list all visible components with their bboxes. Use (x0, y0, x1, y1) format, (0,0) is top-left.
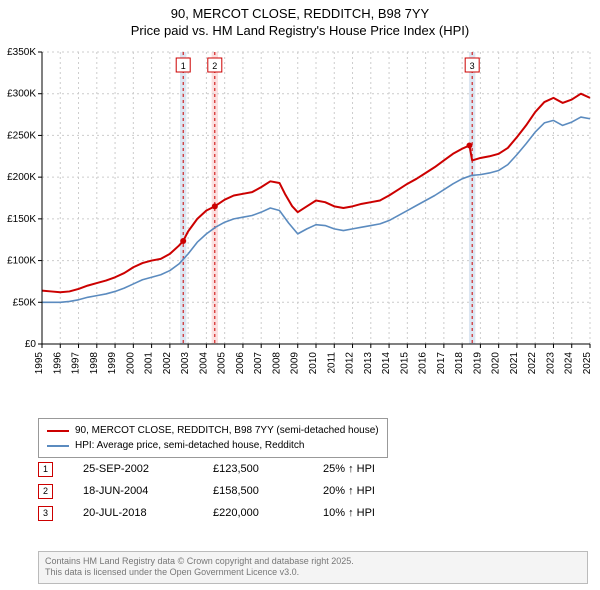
svg-text:£150K: £150K (7, 214, 36, 225)
svg-text:2014: 2014 (381, 352, 392, 375)
svg-text:2010: 2010 (308, 352, 319, 375)
event-marker-icon: 2 (38, 484, 53, 499)
svg-text:£200K: £200K (7, 172, 36, 183)
event-delta: 25% ↑ HPI (323, 463, 443, 475)
svg-text:£250K: £250K (7, 130, 36, 141)
event-date: 20-JUL-2018 (83, 507, 213, 519)
svg-text:2003: 2003 (180, 352, 191, 375)
title-subtitle: Price paid vs. HM Land Registry's House … (0, 23, 600, 40)
event-row: 1 25-SEP-2002 £123,500 25% ↑ HPI (38, 458, 443, 480)
event-price: £123,500 (213, 463, 323, 475)
sale-events: 1 25-SEP-2002 £123,500 25% ↑ HPI 2 18-JU… (38, 458, 443, 524)
svg-text:£350K: £350K (7, 47, 36, 58)
svg-text:£100K: £100K (7, 256, 36, 267)
legend-item: 90, MERCOT CLOSE, REDDITCH, B98 7YY (sem… (47, 423, 379, 438)
svg-text:2021: 2021 (509, 352, 520, 375)
legend-swatch (47, 445, 69, 447)
price-chart: £0 £50K £100K £150K £200K £250K £300K £350K 1995… (0, 44, 600, 414)
svg-text:1: 1 (181, 61, 186, 71)
legend-label: HPI: Average price, semi-detached house,… (75, 438, 304, 453)
event-price: £220,000 (213, 507, 323, 519)
event-price: £158,500 (213, 485, 323, 497)
event-marker-icon: 3 (38, 506, 53, 521)
event-delta: 20% ↑ HPI (323, 485, 443, 497)
svg-text:1997: 1997 (71, 352, 82, 375)
chart-svg: £0 £50K £100K £150K £200K £250K £300K £350K 1995… (0, 44, 600, 414)
svg-text:1996: 1996 (52, 352, 63, 375)
svg-text:2013: 2013 (363, 352, 374, 375)
svg-text:2025: 2025 (582, 352, 593, 375)
svg-text:2: 2 (212, 61, 217, 71)
svg-text:£0: £0 (25, 339, 37, 350)
svg-text:2008: 2008 (271, 352, 282, 375)
svg-text:2002: 2002 (162, 352, 173, 375)
svg-text:£300K: £300K (7, 89, 36, 100)
svg-text:2000: 2000 (125, 352, 136, 375)
svg-text:2017: 2017 (436, 352, 447, 375)
footer-line: This data is licensed under the Open Gov… (45, 567, 581, 579)
svg-text:1999: 1999 (107, 352, 118, 375)
svg-text:2007: 2007 (253, 352, 264, 375)
legend-item: HPI: Average price, semi-detached house,… (47, 438, 379, 453)
svg-text:2005: 2005 (217, 352, 228, 375)
event-delta: 10% ↑ HPI (323, 507, 443, 519)
svg-text:£50K: £50K (13, 297, 37, 308)
svg-text:2022: 2022 (527, 352, 538, 375)
svg-text:2023: 2023 (545, 352, 556, 375)
svg-text:2024: 2024 (564, 352, 575, 375)
svg-text:2019: 2019 (472, 352, 483, 375)
legend-label: 90, MERCOT CLOSE, REDDITCH, B98 7YY (sem… (75, 423, 379, 438)
event-date: 25-SEP-2002 (83, 463, 213, 475)
chart-title: 90, MERCOT CLOSE, REDDITCH, B98 7YY Pric… (0, 0, 600, 40)
event-date: 18-JUN-2004 (83, 485, 213, 497)
svg-text:2006: 2006 (235, 352, 246, 375)
attribution-footer: Contains HM Land Registry data © Crown c… (38, 551, 588, 584)
event-marker-icon: 1 (38, 462, 53, 477)
event-row: 2 18-JUN-2004 £158,500 20% ↑ HPI (38, 480, 443, 502)
svg-text:2004: 2004 (198, 352, 209, 375)
svg-text:2015: 2015 (399, 352, 410, 375)
footer-line: Contains HM Land Registry data © Crown c… (45, 556, 581, 568)
svg-text:2009: 2009 (290, 352, 301, 375)
svg-text:2011: 2011 (326, 352, 337, 374)
event-row: 3 20-JUL-2018 £220,000 10% ↑ HPI (38, 502, 443, 524)
svg-text:2020: 2020 (491, 352, 502, 375)
title-address: 90, MERCOT CLOSE, REDDITCH, B98 7YY (0, 6, 600, 23)
svg-text:2001: 2001 (144, 352, 155, 375)
svg-text:2018: 2018 (454, 352, 465, 375)
svg-text:2012: 2012 (345, 352, 356, 375)
legend: 90, MERCOT CLOSE, REDDITCH, B98 7YY (sem… (38, 418, 388, 458)
legend-swatch (47, 430, 69, 432)
svg-text:1998: 1998 (89, 352, 100, 375)
svg-text:3: 3 (470, 61, 475, 71)
svg-text:1995: 1995 (34, 352, 45, 375)
svg-text:2016: 2016 (418, 352, 429, 375)
